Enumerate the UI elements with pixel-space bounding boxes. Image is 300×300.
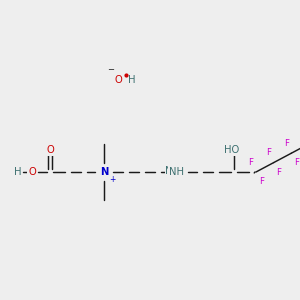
Text: F: F <box>259 177 264 186</box>
Text: F: F <box>266 148 271 158</box>
Text: H: H <box>14 167 22 177</box>
Text: O: O <box>46 145 54 155</box>
Text: N: N <box>100 167 108 177</box>
Text: −: − <box>107 65 115 74</box>
Text: F: F <box>248 158 253 167</box>
Text: O: O <box>114 75 122 85</box>
Text: +: + <box>109 176 115 184</box>
Text: F: F <box>276 168 281 177</box>
Text: F: F <box>294 158 299 167</box>
Text: O: O <box>28 167 36 177</box>
Text: NH: NH <box>169 167 184 177</box>
Text: H: H <box>172 167 180 177</box>
Text: H: H <box>128 75 136 85</box>
Text: HO: HO <box>224 145 240 155</box>
Text: F: F <box>284 139 289 148</box>
Text: N: N <box>165 166 173 176</box>
